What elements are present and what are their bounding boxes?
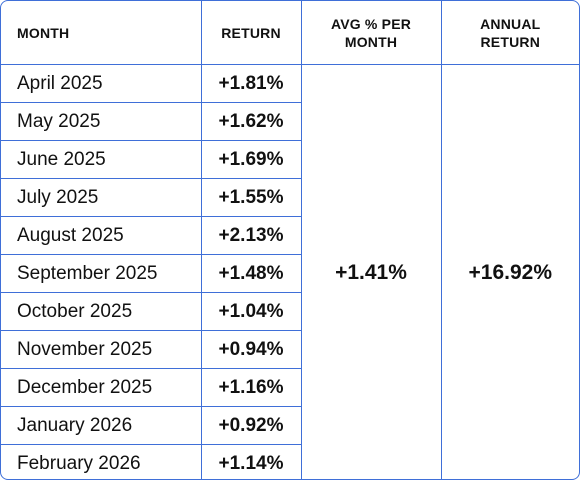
table-row: May 2025 +1.62% (1, 102, 579, 141)
month-cell: May 2025 (1, 102, 202, 141)
month-cell: April 2025 (1, 64, 202, 103)
table-row: November 2025 +0.94% (1, 330, 579, 369)
return-cell: +1.62% (200, 102, 301, 141)
header-annual-return: ANNUAL RETURN (440, 1, 579, 65)
header-month: MONTH (1, 1, 202, 65)
return-cell: +1.04% (200, 292, 301, 331)
return-cell: +1.48% (200, 254, 301, 293)
table-header-row: MONTH RETURN AVG % PER MONTH ANNUAL RETU… (1, 1, 579, 65)
return-cell: +1.81% (200, 64, 302, 103)
table-row: January 2026 +0.92% (1, 406, 579, 445)
table-row: October 2025 +1.04% (1, 292, 579, 331)
annual-return-value: +16.92% (440, 64, 579, 479)
month-cell: June 2025 (1, 140, 202, 179)
return-cell: +1.16% (200, 368, 301, 407)
return-cell: +1.69% (200, 140, 301, 179)
table-row: April 2025 +1.81% +1.41% +16.92% (1, 64, 579, 479)
month-cell: July 2025 (1, 178, 202, 217)
return-cell: +2.13% (200, 216, 301, 255)
table-row: December 2025 +1.16% (1, 368, 579, 407)
avg-per-month-value: +1.41% (300, 64, 442, 479)
month-cell: October 2025 (1, 292, 202, 331)
month-cell: February 2026 (1, 444, 202, 479)
month-cell: January 2026 (1, 406, 202, 445)
return-cell: +0.92% (200, 406, 301, 445)
table-row: February 2026 +1.14% (1, 444, 579, 479)
table-row: August 2025 +2.13% (1, 216, 579, 255)
month-cell: September 2025 (1, 254, 202, 293)
return-cell: +1.55% (200, 178, 301, 217)
header-annual-return-label: ANNUAL RETURN (480, 15, 541, 50)
return-cell: +1.14% (200, 444, 301, 479)
header-avg-per-month-label: AVG % PER MONTH (330, 15, 412, 50)
return-cell: +0.94% (200, 330, 301, 369)
table-row: September 2025 +1.48% (1, 254, 579, 293)
month-cell: December 2025 (1, 368, 202, 407)
month-cell: August 2025 (1, 216, 202, 255)
header-return: RETURN (200, 1, 302, 65)
header-avg-per-month: AVG % PER MONTH (300, 1, 442, 65)
month-cell: November 2025 (1, 330, 202, 369)
table-row: June 2025 +1.69% (1, 140, 579, 179)
